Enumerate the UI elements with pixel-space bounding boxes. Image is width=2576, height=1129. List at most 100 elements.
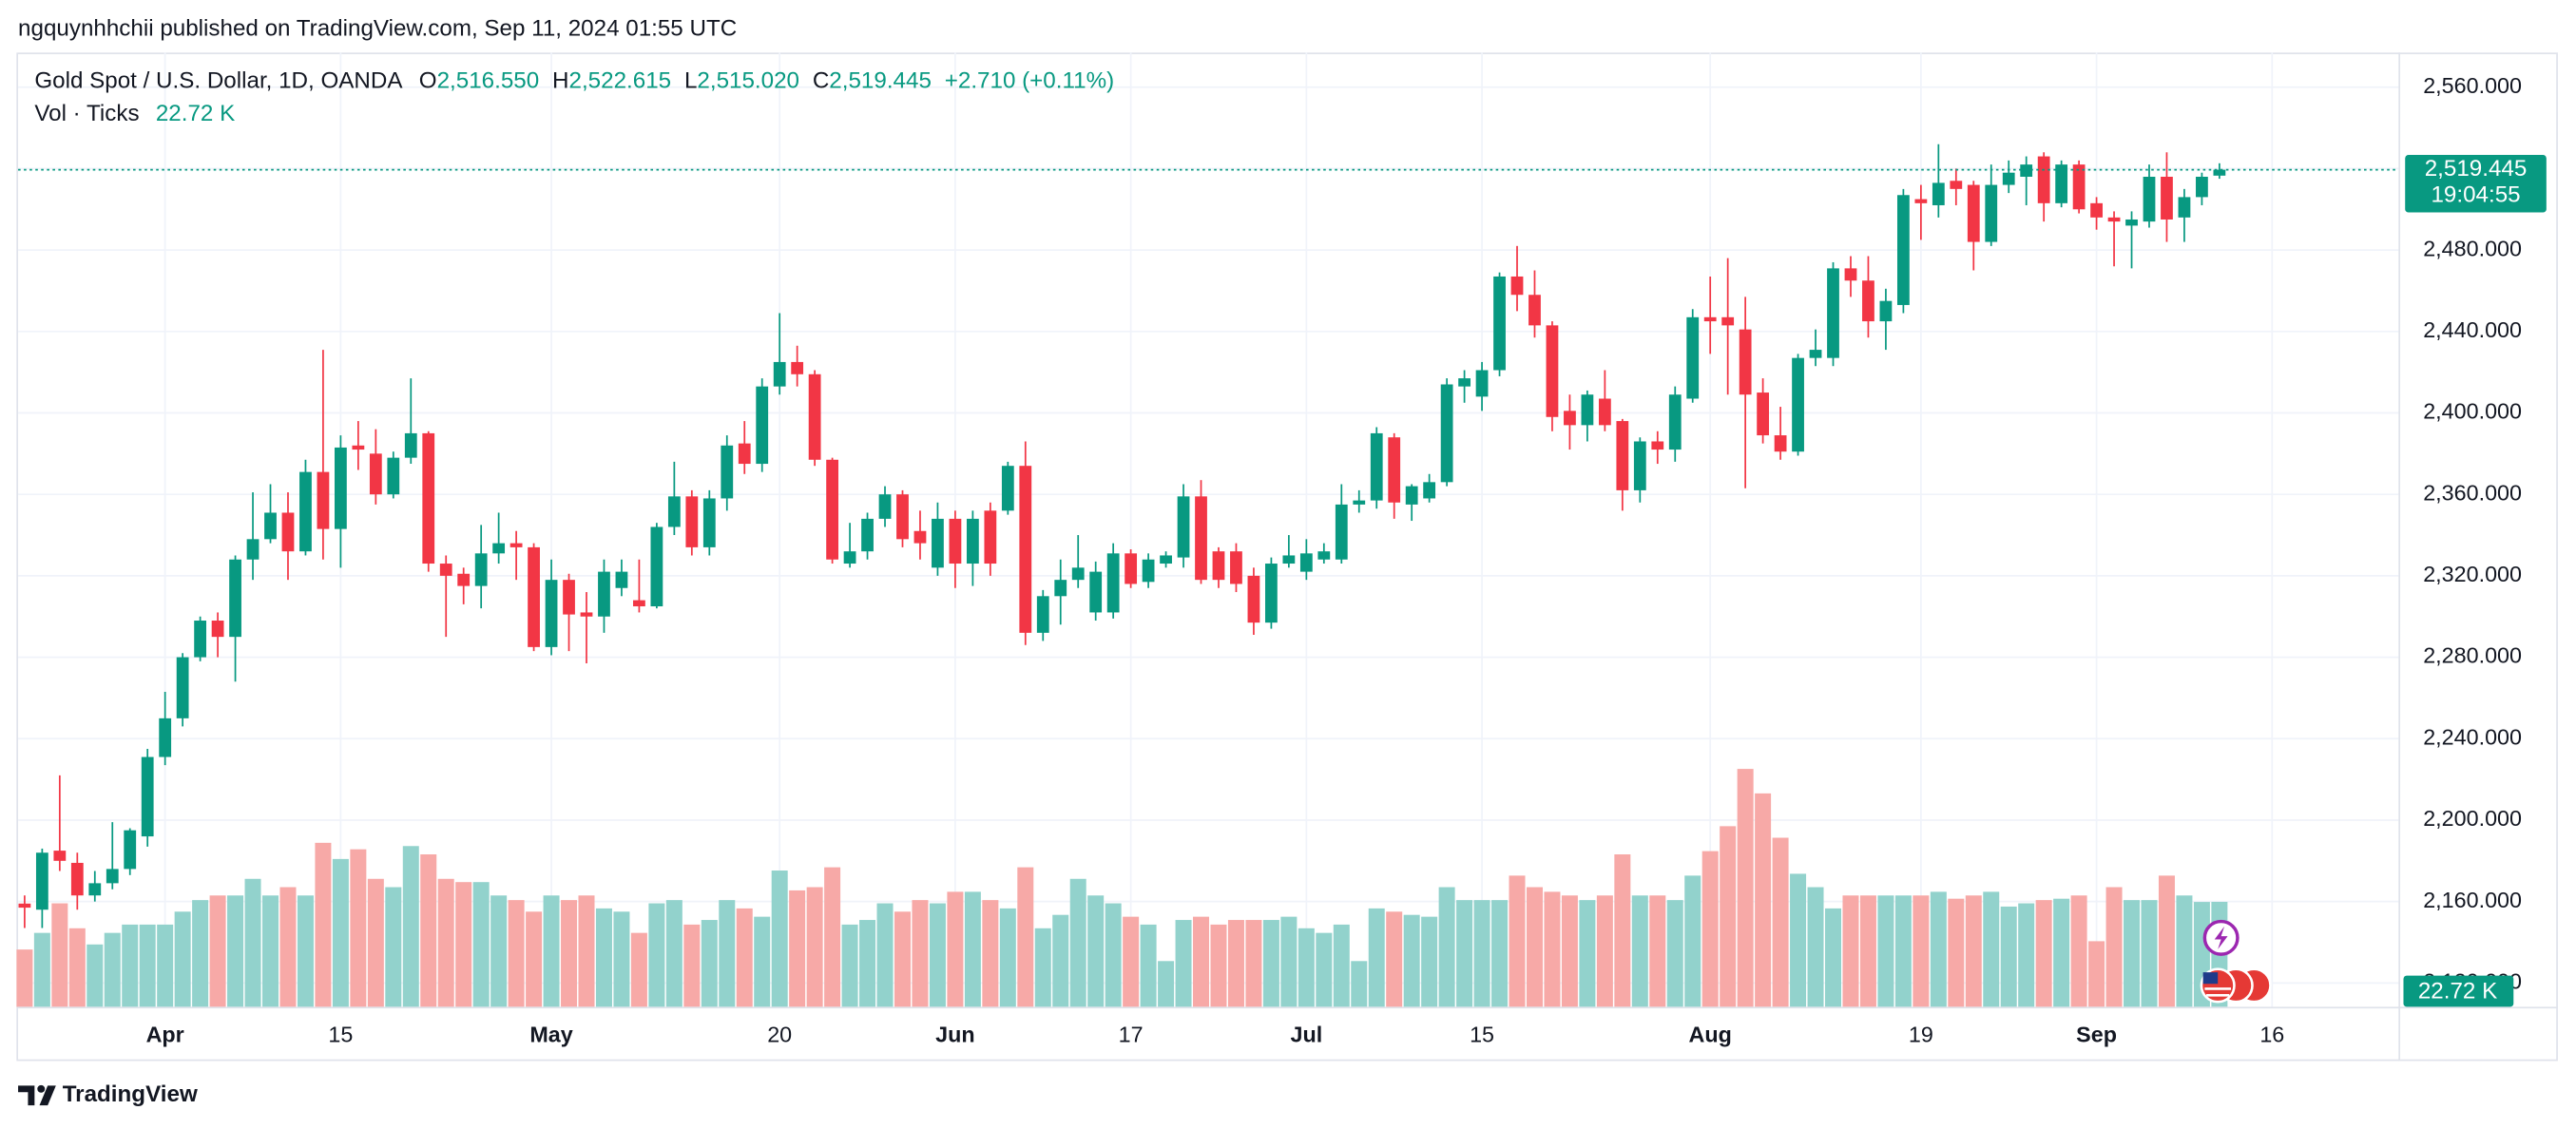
price-label-text: 2,519.445 bbox=[2425, 156, 2528, 182]
volume-bar bbox=[455, 882, 472, 1007]
candle-body bbox=[580, 612, 593, 617]
candle-body bbox=[685, 496, 699, 547]
volume-bar bbox=[2158, 875, 2175, 1007]
candle-body bbox=[826, 459, 838, 560]
candle-body bbox=[1177, 496, 1190, 558]
volume-bar bbox=[1316, 932, 1333, 1007]
x-tick-label: 16 bbox=[2259, 1023, 2284, 1047]
candle-body bbox=[2161, 176, 2173, 220]
footer-brand: TradingView bbox=[63, 1081, 198, 1107]
legend-low: 2,515.020 bbox=[697, 68, 799, 94]
volume-bar bbox=[2070, 895, 2087, 1007]
candle-body bbox=[702, 498, 716, 547]
candle-body bbox=[1230, 551, 1242, 584]
volume-bar bbox=[1614, 854, 1631, 1007]
volume-label: 22.72 K bbox=[2418, 978, 2497, 1004]
candle-body bbox=[1703, 316, 1717, 322]
volume-bar bbox=[929, 903, 946, 1007]
volume-bar bbox=[227, 895, 244, 1007]
volume-bar bbox=[1351, 961, 1368, 1007]
y-tick-label: 2,240.000 bbox=[2423, 724, 2522, 749]
candle-body bbox=[35, 852, 48, 910]
candles bbox=[18, 144, 2399, 928]
volume-bar bbox=[701, 920, 718, 1007]
candle-body bbox=[474, 553, 488, 586]
volume-bar bbox=[1790, 873, 1807, 1007]
volume-pane bbox=[16, 769, 2228, 1007]
axes: 2,120.0002,160.0002,200.0002,240.0002,28… bbox=[146, 73, 2522, 1047]
x-tick-label: 20 bbox=[767, 1023, 792, 1047]
volume-bar bbox=[437, 878, 454, 1007]
volume-bar bbox=[1631, 895, 1648, 1007]
tradingview-logo: TradingView bbox=[18, 1081, 198, 1107]
volume-bar bbox=[508, 900, 525, 1007]
volume-bar bbox=[1210, 924, 1227, 1007]
volume-bar bbox=[2053, 898, 2070, 1007]
candle-body bbox=[1932, 182, 1945, 205]
volume-title: Vol · Ticks bbox=[34, 101, 139, 126]
x-tick-label: 15 bbox=[1470, 1023, 1494, 1047]
candle-body bbox=[1440, 384, 1453, 483]
volume-bar bbox=[1561, 895, 1578, 1007]
volume-bar bbox=[719, 900, 736, 1007]
y-tick-label: 2,480.000 bbox=[2423, 236, 2522, 260]
volume-bar bbox=[1087, 895, 1105, 1007]
candle-body bbox=[1212, 551, 1225, 581]
volume-bar bbox=[1140, 924, 1157, 1007]
candle-body bbox=[1879, 300, 1893, 322]
volume-bar bbox=[16, 949, 33, 1007]
volume-label-box bbox=[2403, 975, 2514, 1007]
candle-body bbox=[369, 453, 382, 495]
candle-body bbox=[913, 530, 927, 544]
volume-bar bbox=[1438, 887, 1455, 1007]
candle-body bbox=[721, 445, 734, 499]
candle-body bbox=[2055, 164, 2068, 203]
candle-body bbox=[2196, 176, 2208, 198]
candle-body bbox=[2002, 172, 2015, 185]
symbol-title: Gold Spot / U.S. Dollar, 1D, OANDA bbox=[34, 68, 403, 94]
volume-bar bbox=[1509, 875, 1526, 1007]
candle-body bbox=[2107, 217, 2121, 222]
y-tick-label: 2,200.000 bbox=[2423, 806, 2522, 831]
candle-body bbox=[2125, 219, 2138, 226]
candle-body bbox=[159, 718, 172, 757]
x-tick-label: 19 bbox=[1909, 1023, 1933, 1047]
volume-bar bbox=[1737, 769, 1754, 1007]
volume-bar bbox=[630, 932, 647, 1007]
volume-bar bbox=[367, 878, 384, 1007]
volume-bar bbox=[192, 900, 209, 1007]
volume-bar bbox=[1701, 851, 1719, 1007]
candle-body bbox=[1265, 564, 1278, 623]
candle-body bbox=[1651, 441, 1664, 450]
candle-body bbox=[1089, 571, 1103, 613]
volume-bar bbox=[1807, 887, 1824, 1007]
candle-body bbox=[457, 573, 471, 586]
candle-body bbox=[492, 543, 506, 554]
volume-bar bbox=[561, 900, 578, 1007]
candle-body bbox=[317, 471, 330, 529]
candle-body bbox=[1510, 276, 1524, 296]
volume-bar bbox=[806, 887, 823, 1007]
candle-body bbox=[1914, 199, 1928, 203]
volume-bar bbox=[947, 891, 964, 1007]
volume-bar bbox=[683, 924, 701, 1007]
candle-body bbox=[1458, 378, 1471, 387]
candle-body bbox=[70, 862, 84, 896]
candle-body bbox=[1985, 184, 1998, 242]
volume-bar bbox=[1930, 891, 1947, 1007]
legend-o-label: O bbox=[419, 68, 437, 94]
legend: Gold Spot / U.S. Dollar, 1D, OANDA O2,516… bbox=[34, 68, 1114, 94]
volume-bar bbox=[876, 903, 894, 1007]
candle-body bbox=[1317, 551, 1331, 560]
y-tick-label: 2,440.000 bbox=[2423, 317, 2522, 342]
volume-bar bbox=[420, 854, 437, 1007]
volume-bar bbox=[209, 895, 226, 1007]
volume-bar bbox=[964, 891, 981, 1007]
candle-body bbox=[176, 657, 189, 718]
publisher-header: ngquynhhchii published on TradingView.co… bbox=[18, 15, 737, 41]
candle-body bbox=[1195, 496, 1207, 581]
candle-body bbox=[966, 518, 979, 564]
logo-mark bbox=[18, 1085, 35, 1106]
candle-body bbox=[1353, 500, 1366, 505]
legend-h-label: H bbox=[552, 68, 568, 94]
